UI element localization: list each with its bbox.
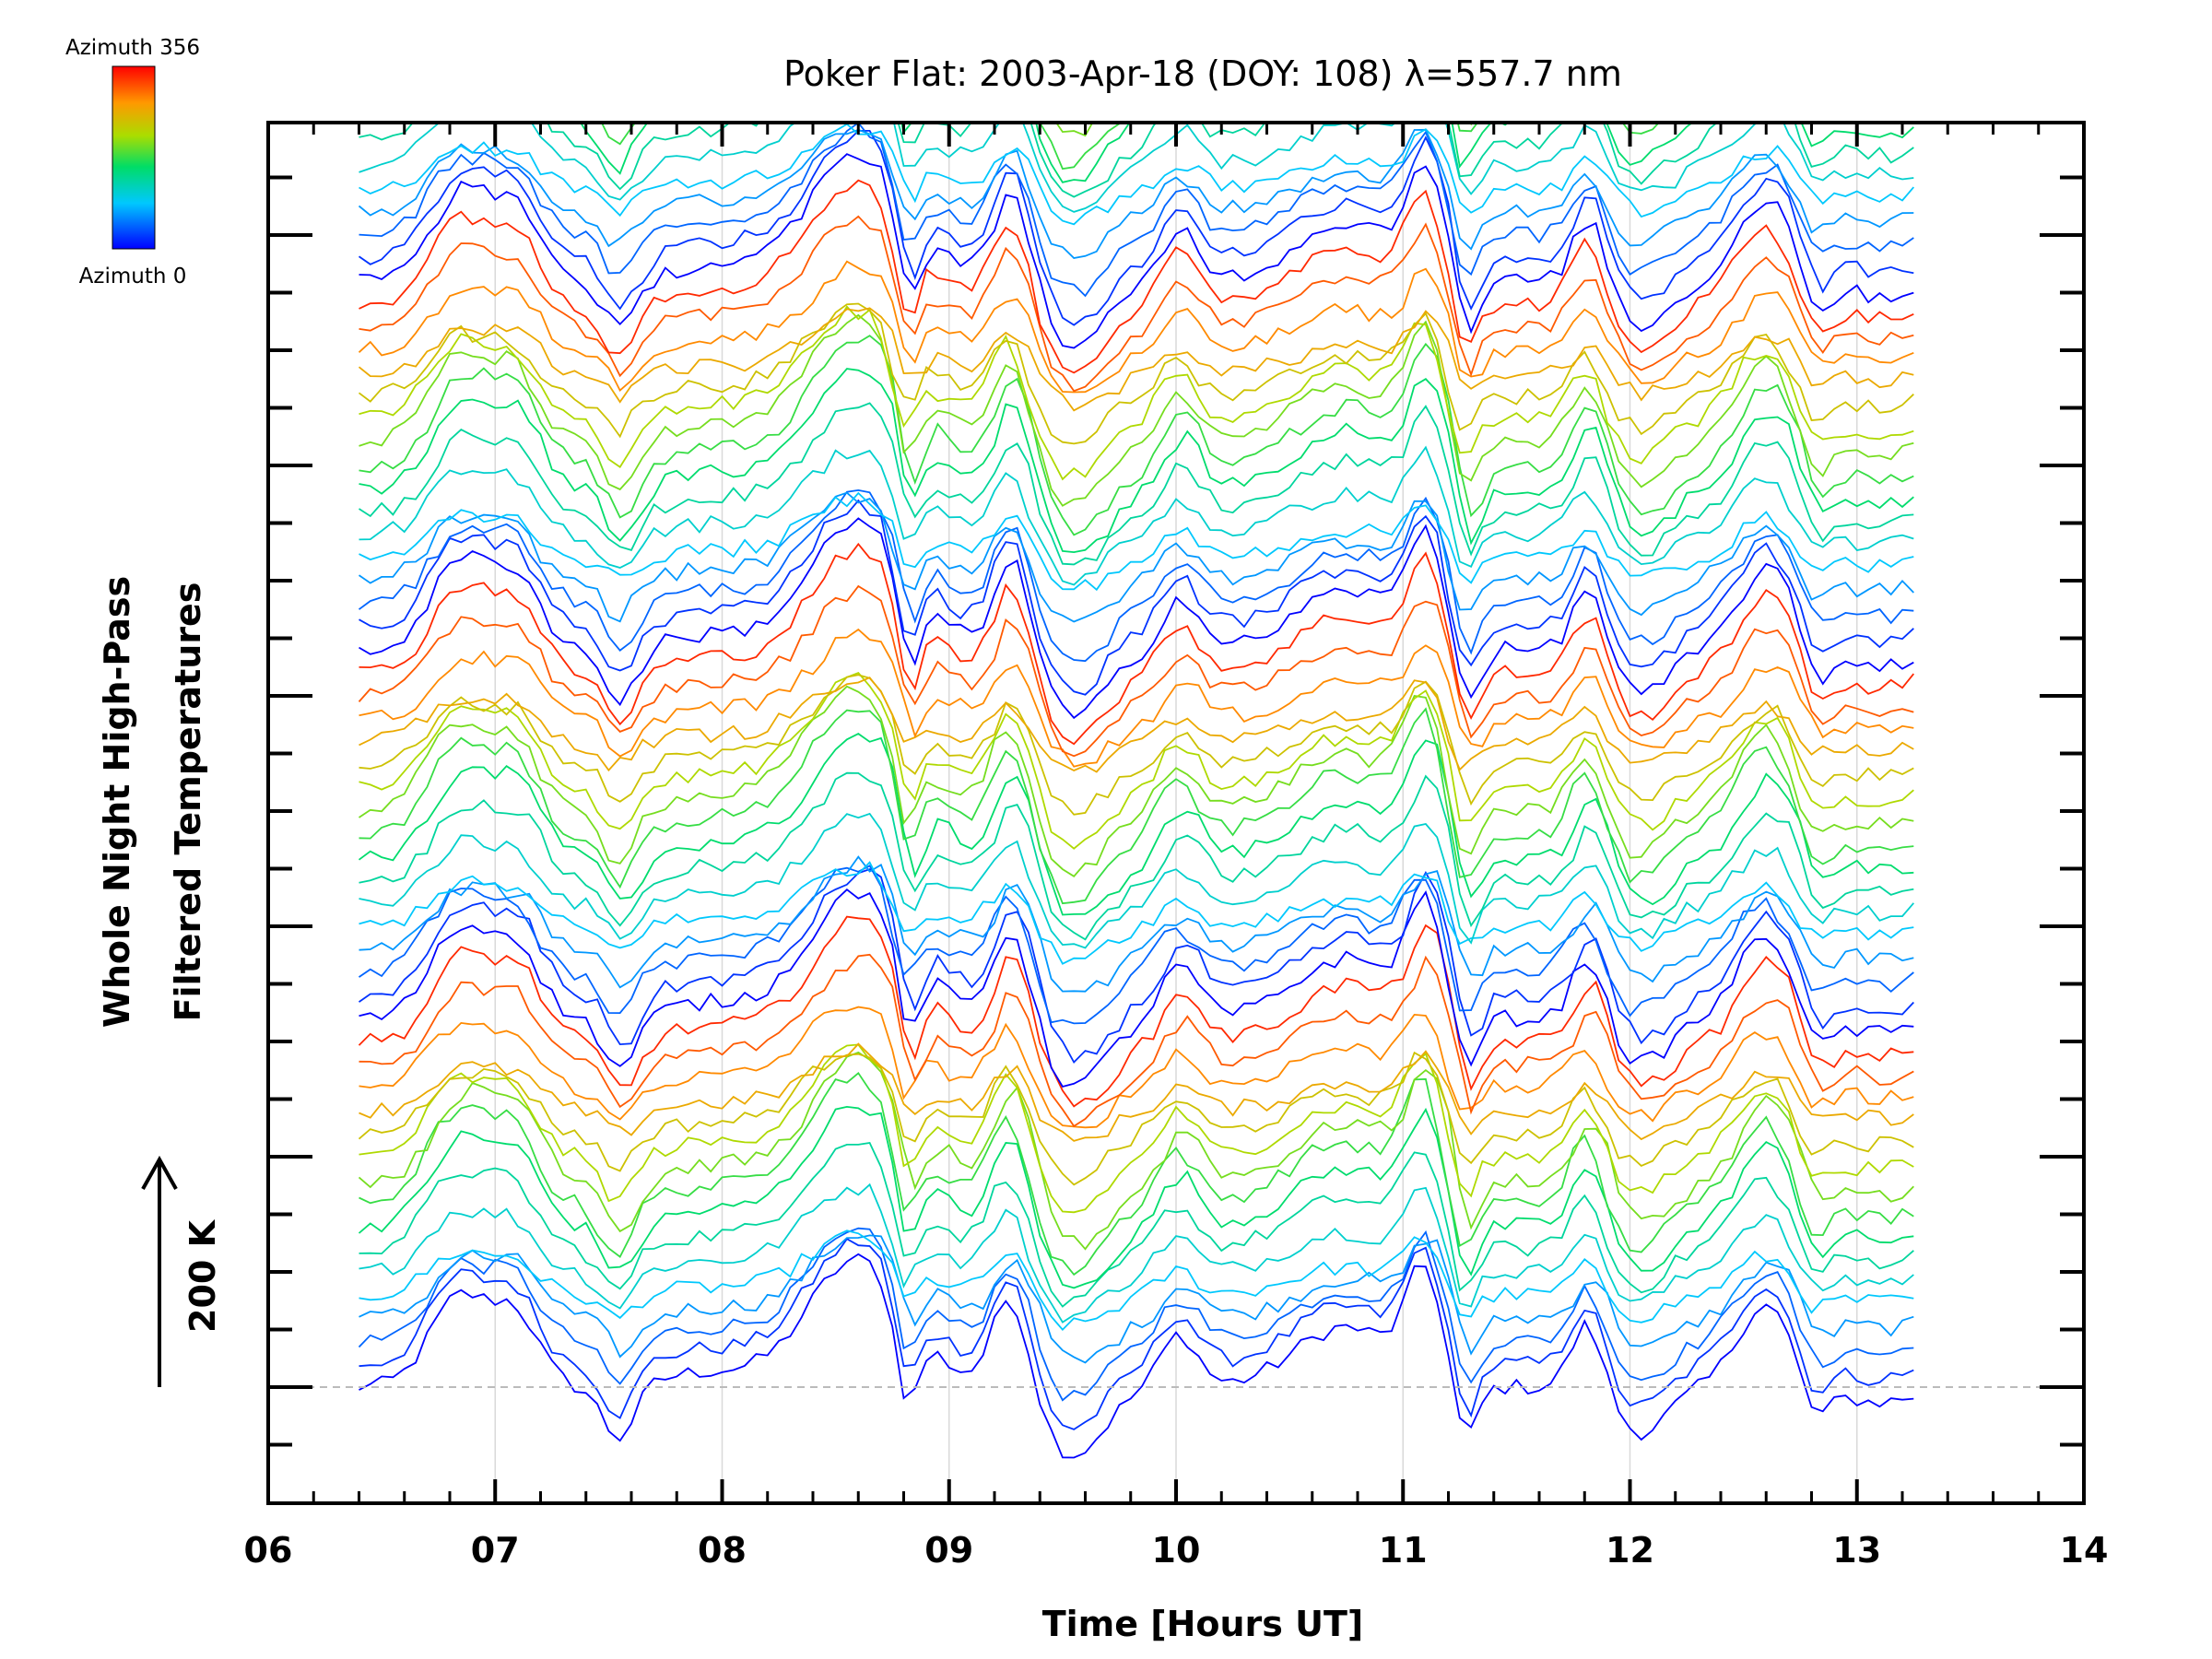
x-tick-label: 06 — [244, 1530, 293, 1571]
series-lines — [358, 0, 1914, 1459]
series-line — [358, 1227, 1914, 1402]
series-line — [359, 888, 1914, 1088]
x-tick-label: 09 — [924, 1530, 973, 1571]
series-line — [359, 0, 1914, 16]
series-line — [359, 861, 1914, 965]
series-line — [359, 499, 1914, 696]
series-line — [358, 915, 1914, 1108]
series-line — [359, 445, 1914, 586]
series-line — [358, 488, 1914, 663]
series-line — [359, 855, 1914, 993]
series-line — [359, 335, 1914, 536]
series-line — [359, 1238, 1914, 1430]
series-line — [359, 123, 1914, 213]
series-line — [359, 672, 1914, 850]
series-line — [359, 685, 1914, 877]
x-tick-label: 14 — [2060, 1530, 2109, 1571]
chart-title: Poker Flat: 2003-Apr-18 (DOY: 108) λ=557… — [783, 53, 1622, 94]
series-line — [359, 1042, 1914, 1142]
series-line — [359, 1253, 1914, 1459]
series-line — [359, 123, 1914, 198]
series-line — [358, 260, 1914, 394]
series-line — [358, 868, 1914, 1064]
series-line — [359, 1043, 1914, 1214]
x-ticks: 06 07 08 09 10 11 12 13 14 — [244, 123, 2109, 1571]
series-line — [358, 307, 1914, 412]
series-line — [359, 402, 1914, 566]
series-line — [358, 865, 1914, 1025]
series-line — [358, 302, 1914, 445]
series-line — [358, 1105, 1914, 1289]
series-line — [359, 368, 1914, 554]
x-tick-label: 12 — [1606, 1530, 1654, 1571]
series-line — [359, 491, 1914, 592]
scale-bar-arrow-head — [141, 1155, 178, 1190]
series-line — [359, 1006, 1914, 1129]
colorbar-gradient — [112, 65, 156, 250]
scale-bar-label: 200 K — [182, 1218, 223, 1333]
series-line — [359, 542, 1914, 746]
series-line — [359, 1234, 1914, 1364]
series-line — [359, 517, 1914, 720]
series-line — [359, 123, 1914, 298]
x-tick-label: 13 — [1832, 1530, 1881, 1571]
y-ticks — [268, 175, 2084, 1447]
series-line — [359, 1230, 1914, 1332]
scale-bar: 200 K — [141, 1155, 223, 1387]
series-line — [359, 0, 1914, 32]
series-line — [358, 733, 1914, 916]
series-line — [359, 179, 1914, 374]
colorbar-top-label: Azimuth 356 — [65, 36, 200, 60]
y-axis-label-line2: Filtered Temperatures — [168, 582, 208, 1022]
series-line — [358, 584, 1914, 758]
series-line — [359, 305, 1914, 481]
x-tick-label: 08 — [698, 1530, 747, 1571]
series-line — [359, 1142, 1914, 1308]
series-line — [359, 153, 1914, 349]
x-tick-label: 10 — [1152, 1530, 1201, 1571]
series-line — [359, 1071, 1914, 1277]
series-line — [359, 123, 1914, 226]
series-line — [359, 677, 1914, 773]
y-axis-label-line1: Whole Night High-Pass — [97, 576, 137, 1028]
series-line — [359, 1182, 1914, 1324]
series-line — [379, 123, 1914, 183]
x-axis-label: Time [Hours UT] — [1042, 1604, 1364, 1644]
series-line — [359, 628, 1914, 768]
series-line — [359, 215, 1914, 393]
colorbar: Azimuth 356 Azimuth 0 — [65, 36, 200, 288]
series-line — [359, 771, 1914, 941]
series-line — [358, 491, 1914, 623]
series-line — [358, 128, 1914, 259]
series-line — [359, 707, 1914, 905]
series-line — [359, 313, 1914, 507]
series-line — [359, 0, 1914, 39]
series-line — [359, 0, 1914, 2]
colorbar-bottom-label: Azimuth 0 — [79, 265, 187, 288]
series-line — [600, 123, 1661, 171]
series-line — [358, 130, 1914, 326]
series-line — [358, 1051, 1914, 1251]
x-tick-label: 11 — [1379, 1530, 1428, 1571]
series-line — [358, 1051, 1914, 1186]
series-line — [359, 812, 1914, 949]
x-tick-label: 07 — [471, 1530, 520, 1571]
series-line — [359, 953, 1914, 1128]
series-line — [359, 674, 1914, 816]
x-grid-lines — [494, 123, 1858, 1503]
